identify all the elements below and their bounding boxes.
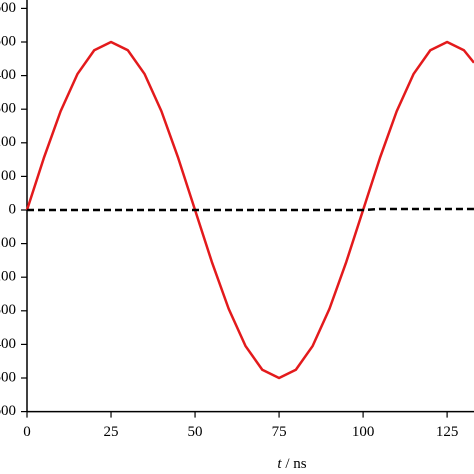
y-tick-label: -600	[0, 403, 16, 419]
data-line	[27, 207, 474, 212]
data-line	[25, 40, 474, 380]
x-tick-label: 0	[23, 424, 31, 440]
x-tick-label: 50	[188, 424, 203, 440]
x-tick-label: 100	[352, 424, 375, 440]
x-tick-label: 25	[104, 424, 119, 440]
y-tick-label: 300	[0, 101, 16, 117]
y-tick-label: -300	[0, 302, 16, 318]
y-tick-label: 100	[0, 168, 16, 184]
x-label-rest: / ns	[282, 456, 307, 472]
x-axis-label: t / ns	[277, 456, 306, 472]
y-tick-label: 500	[0, 33, 16, 49]
x-label-italic: t	[277, 456, 282, 472]
x-tick-label: 75	[272, 424, 287, 440]
y-tick-label: -100	[0, 235, 16, 251]
y-tick-label: 0	[9, 201, 17, 217]
x-tick-label: 125	[436, 424, 459, 440]
y-tick-label: -400	[0, 336, 16, 352]
y-tick-label: 400	[0, 67, 16, 83]
y-tick-label: -200	[0, 269, 16, 285]
y-tick-label: 200	[0, 134, 16, 150]
y-tick-label: -500	[0, 369, 16, 385]
y-tick-label: 600	[0, 0, 16, 16]
